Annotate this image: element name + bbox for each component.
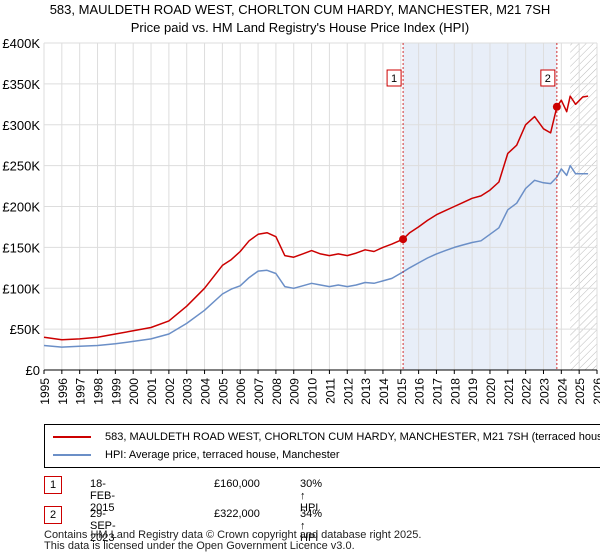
- y-tick-label: £350K: [2, 77, 40, 92]
- y-tick-label: £100K: [2, 281, 40, 296]
- y-tick-label: £250K: [2, 159, 40, 174]
- transaction-hpi-change: 30% ↑ HPI: [300, 478, 323, 514]
- x-tick-label: 2012: [341, 378, 355, 405]
- x-tick-label: 1997: [74, 378, 88, 405]
- x-tick-label: 2004: [199, 378, 213, 405]
- x-tick-label: 2013: [359, 378, 373, 405]
- sale-point: [399, 235, 408, 244]
- x-tick-label: 2014: [377, 378, 391, 405]
- legend-swatch-hpi: [53, 454, 91, 456]
- sale-label-box: [386, 69, 402, 87]
- legend-label-hpi: HPI: Average price, terraced house, Manc…: [105, 449, 340, 461]
- footer-license: This data is licensed under the Open Gov…: [44, 540, 355, 552]
- price-chart: 1 2 £0 £50K £100K £150K £200K £250K £300K £350K £…: [2, 36, 600, 405]
- legend-label-property: 583, MAULDETH ROAD WEST, CHORLTON CUM HA…: [105, 431, 600, 443]
- transaction-date: 18-FEB-2015: [90, 478, 116, 514]
- x-tick-label: 2022: [520, 378, 534, 405]
- y-tick-label: £200K: [2, 200, 40, 215]
- y-tick-label: £400K: [2, 36, 40, 51]
- chart-title: 583, MAULDETH ROAD WEST, CHORLTON CUM HA…: [49, 2, 551, 17]
- transaction-price: £322,000: [214, 508, 260, 520]
- sale-label-box: [540, 69, 556, 87]
- x-tick-label: 2002: [163, 378, 177, 405]
- chart-legend: 583, MAULDETH ROAD WEST, CHORLTON CUM HA…: [44, 424, 600, 468]
- y-tick-label: £300K: [2, 118, 40, 133]
- chart-subtitle: Price paid vs. HM Land Registry's House …: [130, 20, 470, 35]
- x-tick-label: 2003: [181, 378, 195, 405]
- x-tick-label: 1995: [38, 378, 52, 405]
- x-tick-label: 2011: [323, 378, 337, 404]
- x-tick-label: 2017: [430, 378, 444, 405]
- sale-label: 1: [391, 73, 397, 85]
- y-tick-label: £0: [26, 363, 40, 378]
- x-tick-label: 2006: [234, 378, 248, 405]
- footer: Contains HM Land Registry data © Crown c…: [44, 530, 421, 552]
- legend-item-hpi: HPI: Average price, terraced house, Manc…: [53, 446, 340, 464]
- hpi-line: [43, 164, 589, 348]
- legend-item-property: 583, MAULDETH ROAD WEST, CHORLTON CUM HA…: [53, 428, 600, 446]
- x-tick-label: 2021: [502, 378, 516, 405]
- x-tick-label: 2020: [484, 378, 498, 405]
- x-tick-label: 2005: [216, 378, 230, 405]
- x-tick-label: 2016: [413, 378, 427, 405]
- sale-point: [552, 102, 561, 111]
- transaction-marker: 1: [44, 476, 62, 494]
- x-tick-label: 2019: [466, 378, 480, 405]
- x-tick-label: 2010: [306, 378, 320, 405]
- x-tick-label: 1999: [109, 378, 123, 405]
- x-tick-label: 2018: [448, 378, 462, 405]
- x-tick-label: 1998: [92, 378, 106, 405]
- x-tick-label: 2008: [270, 378, 284, 405]
- x-tick-label: 2015: [395, 378, 409, 405]
- y-tick-label: £150K: [2, 240, 40, 255]
- sale-label: 2: [545, 73, 551, 85]
- x-tick-label: 2009: [288, 378, 302, 405]
- transaction-date: 29-SEP-2023: [90, 508, 116, 544]
- x-tick-label: 2023: [537, 378, 551, 405]
- x-tick-label: 1996: [56, 378, 70, 405]
- x-tick-label: 2026: [591, 378, 600, 405]
- transaction-marker: 2: [44, 506, 62, 524]
- footer-copyright: Contains HM Land Registry data © Crown c…: [44, 529, 422, 541]
- x-tick-label: 2001: [145, 378, 159, 405]
- x-tick-label: 2000: [127, 378, 141, 405]
- legend-swatch-property: [53, 436, 91, 438]
- x-tick-label: 2024: [555, 378, 569, 405]
- transaction-hpi-change: 34% ↑ HPI: [300, 508, 323, 544]
- x-tick-label: 2025: [573, 378, 587, 405]
- x-tick-label: 2007: [252, 378, 266, 405]
- y-tick-label: £50K: [10, 322, 41, 337]
- transaction-price: £160,000: [214, 478, 260, 490]
- property-price-line: [43, 95, 589, 341]
